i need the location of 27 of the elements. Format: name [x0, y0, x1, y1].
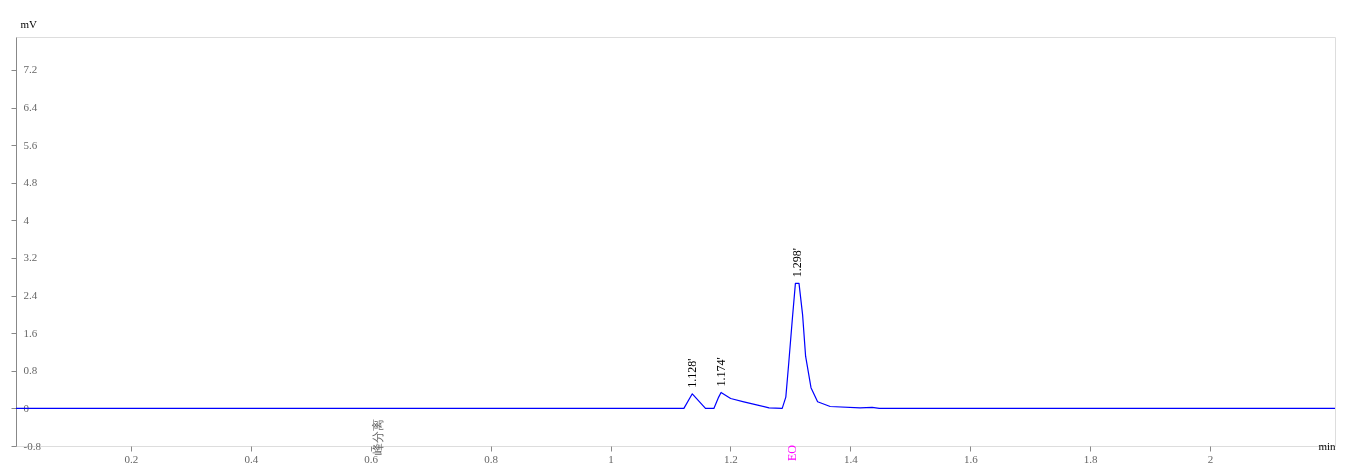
- x-tick-label: 1.4: [843, 452, 859, 465]
- x-tick-label: 0.4: [244, 452, 259, 465]
- x-tick-label: 0.2: [124, 452, 139, 465]
- y-tick-label: 1.6: [23, 326, 38, 339]
- x-tick-label: 1: [608, 452, 614, 465]
- y-tick-label: 4.8: [23, 176, 38, 189]
- y-axis-title: mV: [20, 17, 38, 30]
- y-tick-label: 2.4: [23, 289, 38, 302]
- y-tick-label: 0.8: [23, 364, 38, 377]
- y-tick-label: -0.8: [23, 439, 42, 452]
- y-tick-label: 6.4: [23, 101, 38, 114]
- x-tick-label: 1.2: [724, 452, 738, 465]
- x-tick-label: 0.8: [484, 452, 499, 465]
- x-tick-label: 2: [1207, 452, 1214, 465]
- y-tick-label: 4: [23, 213, 30, 226]
- annotation: 峰分离: [371, 419, 385, 455]
- x-tick-label: 1.6: [963, 452, 979, 465]
- annotation: EO: [785, 444, 799, 461]
- y-tick-label: 3.2: [23, 251, 38, 264]
- x-tick-label: 1.8: [1083, 452, 1099, 465]
- y-tick-label: 7.2: [23, 63, 38, 76]
- x-axis-title: min: [1318, 439, 1336, 452]
- annotation: 1.128': [685, 358, 700, 388]
- y-tick-label: 5.6: [23, 138, 38, 151]
- x-tick-label: 0.6: [364, 452, 379, 465]
- annotation: 1.174': [714, 357, 729, 387]
- annotation: 1.298': [790, 248, 805, 278]
